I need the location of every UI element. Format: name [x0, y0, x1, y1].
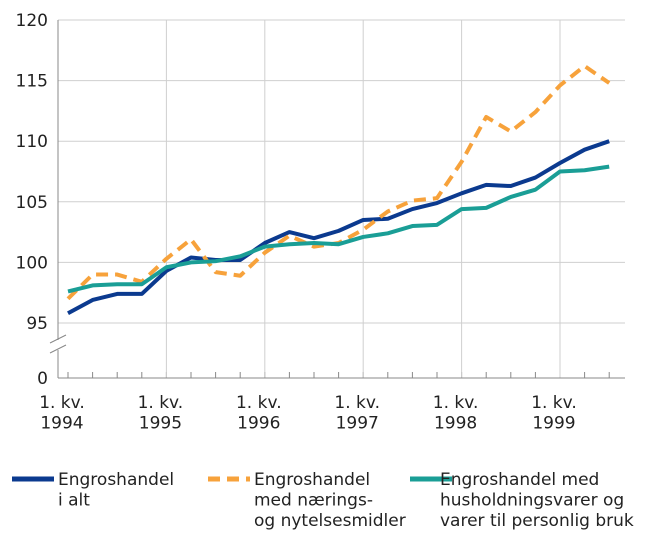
series-line [67, 164, 610, 294]
series-line [66, 64, 611, 301]
x-tick-label: 1. kv. 1994 [39, 393, 85, 433]
legend-label: Engroshandel med husholdningsvarer og vare… [440, 470, 634, 531]
x-tick-label: 1. kv. 1995 [138, 393, 184, 433]
legend-label: Engroshandel med nærings-og nytelsesmidle… [254, 470, 406, 531]
y-tick-label: 120 [16, 11, 48, 31]
y-tick-label: 110 [16, 132, 48, 152]
legend-label: Engroshandel i alt [58, 470, 174, 510]
axis-break [49, 334, 67, 344]
y-tick-label: 105 [16, 193, 48, 213]
y-tick-label: 115 [16, 72, 48, 92]
y-tick-label: 95 [26, 314, 48, 334]
x-tick-label: 1. kv. 1996 [236, 393, 282, 433]
y-tick-label: 0 [37, 369, 48, 389]
x-tick-label: 1. kv. 1999 [531, 393, 577, 433]
y-tick-label: 100 [16, 253, 48, 273]
x-tick-label: 1. kv. 1997 [334, 393, 380, 433]
axis-break [49, 344, 67, 354]
x-tick-label: 1. kv. 1998 [433, 393, 479, 433]
series-line [67, 139, 610, 316]
axis-break-gap [52, 340, 64, 350]
